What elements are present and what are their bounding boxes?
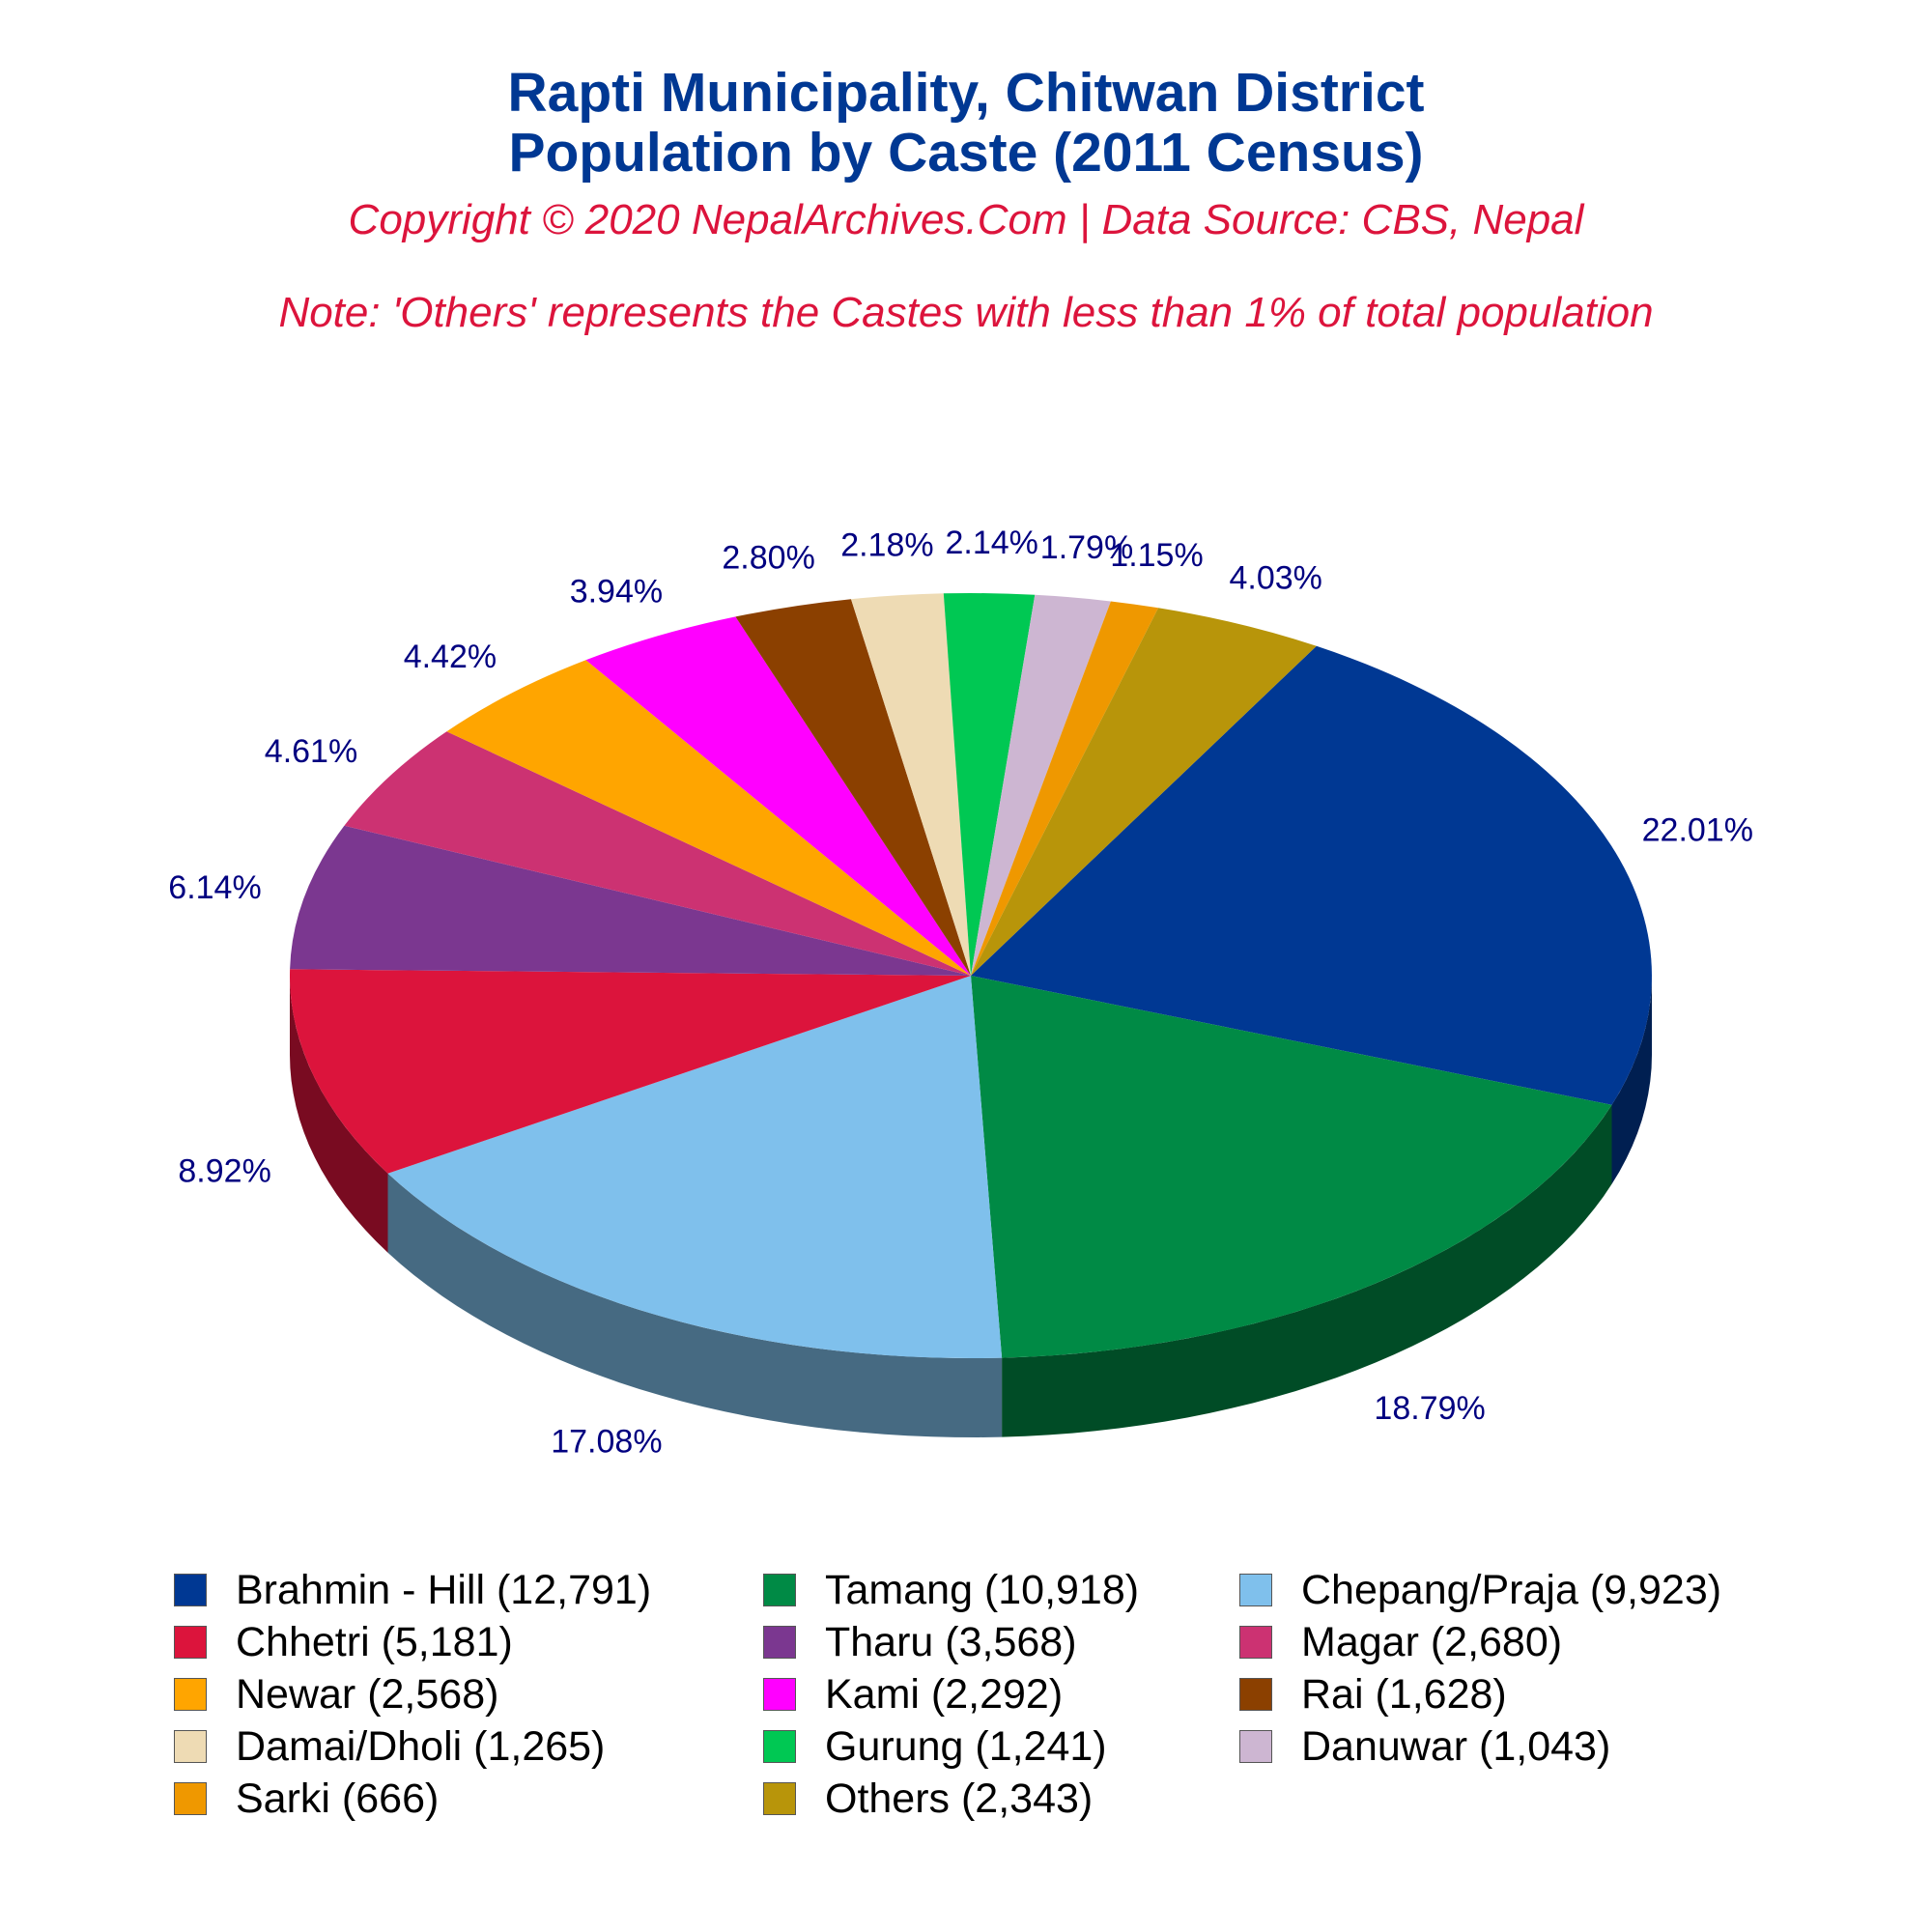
legend-item: Tamang (10,918) (763, 1565, 1139, 1615)
pie-label-kami: 3.94% (570, 573, 663, 610)
pie-label-chepang-praja: 17.08% (551, 1424, 662, 1461)
legend-label: Magar (2,680) (1301, 1618, 1563, 1665)
legend-label: Sarki (666) (236, 1775, 440, 1822)
legend-swatch (763, 1574, 796, 1606)
pie-label-tamang: 18.79% (1374, 1390, 1485, 1427)
legend-swatch (174, 1574, 207, 1606)
pie-slice-newar (446, 660, 971, 976)
legend-label: Kami (2,292) (825, 1670, 1064, 1718)
legend-swatch (174, 1626, 207, 1659)
pie-slice-gurung (943, 593, 1036, 976)
pie-slice-kami (585, 616, 971, 976)
legend-label: Tamang (10,918) (825, 1566, 1140, 1613)
pie-slice-tamang (971, 976, 1612, 1358)
chart-title-line1: Rapti Municipality, Chitwan District (507, 62, 1425, 124)
pie-label-tharu: 6.14% (168, 869, 261, 906)
legend-swatch (1239, 1730, 1272, 1763)
legend-label: Brahmin - Hill (12,791) (236, 1566, 652, 1613)
legend-swatch (763, 1730, 796, 1763)
legend-label: Others (2,343) (825, 1775, 1094, 1822)
pie-label-chhetri: 8.92% (178, 1152, 270, 1189)
pie-slice-tharu (290, 825, 972, 976)
pie-label-newar: 4.42% (404, 639, 497, 675)
legend-item: Tharu (3,568) (763, 1617, 1077, 1667)
pie-label-brahmin-hill: 22.01% (1642, 812, 1753, 849)
legend-label: Chepang/Praja (9,923) (1301, 1566, 1722, 1613)
legend-label: Danuwar (1,043) (1301, 1722, 1611, 1770)
pie-top-faces (289, 593, 1652, 1359)
chart-legend: Brahmin - Hill (12,791) Tamang (10,918) Ch… (0, 1565, 1932, 1913)
copyright-text: Copyright © 2020 NepalArchives.Com | Dat… (348, 196, 1584, 243)
pie-chart: 22.01% 18.79% 17.08% 8.92% 6.14% 4.61% 4.42% 3.… (168, 525, 1753, 1460)
note-text: Note: 'Others' represents the Castes wit… (278, 289, 1654, 336)
pie-slice-damai-dholi (851, 593, 971, 976)
pie-label-gurung: 2.14% (945, 525, 1037, 561)
pie-slice-chhetri (289, 969, 971, 1174)
legend-swatch (1239, 1574, 1272, 1606)
pie-percent-labels: 22.01% 18.79% 17.08% 8.92% 6.14% 4.61% 4.42% 3.… (168, 525, 1753, 1460)
pie-label-magar: 4.61% (265, 733, 357, 770)
pie-slice-magar (344, 731, 971, 976)
legend-label: Damai/Dholi (1,265) (236, 1722, 606, 1770)
pie-side-chhetri (290, 976, 388, 1253)
legend-swatch (763, 1782, 796, 1815)
legend-item: Sarki (666) (174, 1774, 439, 1824)
legend-swatch (174, 1730, 207, 1763)
legend-label: Rai (1,628) (1301, 1670, 1507, 1718)
legend-item: Rai (1,628) (1239, 1669, 1507, 1719)
pie-slice-rai (735, 599, 971, 976)
legend-item: Gurung (1,241) (763, 1721, 1107, 1772)
legend-item: Newar (2,568) (174, 1669, 498, 1719)
pie-label-damai-dholi: 2.18% (840, 527, 933, 564)
pie-label-danuwar: 1.79% (1040, 529, 1133, 566)
legend-swatch (763, 1678, 796, 1711)
pie-slice-others (971, 608, 1317, 976)
legend-swatch (174, 1782, 207, 1815)
pie-side-walls (290, 976, 1652, 1437)
legend-swatch (1239, 1626, 1272, 1659)
pie-side-chepang-praja (387, 1173, 1003, 1437)
legend-swatch (763, 1626, 796, 1659)
legend-item: Chepang/Praja (9,923) (1239, 1565, 1721, 1615)
pie-label-sarki: 1.15% (1110, 537, 1203, 574)
legend-item: Brahmin - Hill (12,791) (174, 1565, 651, 1615)
legend-item: Magar (2,680) (1239, 1617, 1562, 1667)
legend-swatch (174, 1678, 207, 1711)
pie-label-rai: 2.80% (722, 540, 814, 577)
legend-label: Gurung (1,241) (825, 1722, 1107, 1770)
legend-label: Chhetri (5,181) (236, 1618, 513, 1665)
chart-title-line2: Population by Caste (2011 Census) (508, 122, 1424, 184)
pie-slice-sarki (971, 601, 1159, 976)
legend-item: Damai/Dholi (1,265) (174, 1721, 605, 1772)
pie-slice-chepang-praja (387, 976, 1003, 1359)
legend-item: Others (2,343) (763, 1774, 1093, 1824)
legend-item: Danuwar (1,043) (1239, 1721, 1610, 1772)
legend-item: Chhetri (5,181) (174, 1617, 513, 1667)
pie-slice-brahmin-hill (971, 645, 1652, 1105)
legend-label: Newar (2,568) (236, 1670, 499, 1718)
pie-label-others: 4.03% (1229, 560, 1321, 597)
pie-slice-danuwar (971, 594, 1111, 976)
pie-side-tamang (1002, 1104, 1612, 1437)
legend-label: Tharu (3,568) (825, 1618, 1077, 1665)
legend-swatch (1239, 1678, 1272, 1711)
pie-side-brahmin-hill (1611, 976, 1652, 1184)
legend-item: Kami (2,292) (763, 1669, 1063, 1719)
